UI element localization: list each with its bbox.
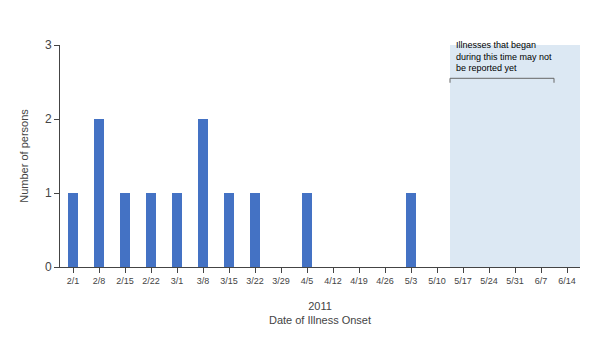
svg-text:1: 1 [45, 186, 52, 200]
svg-text:5/10: 5/10 [428, 276, 446, 286]
svg-text:3: 3 [45, 38, 52, 52]
svg-text:2: 2 [45, 112, 52, 126]
svg-text:2/15: 2/15 [116, 276, 134, 286]
svg-text:2011Date of Illness Onset: 2011Date of Illness Onset [269, 300, 371, 326]
svg-text:2/8: 2/8 [93, 276, 106, 286]
svg-text:6/7: 6/7 [535, 276, 548, 286]
svg-text:5/17: 5/17 [454, 276, 472, 286]
svg-text:3/15: 3/15 [220, 276, 238, 286]
svg-text:4/5: 4/5 [301, 276, 314, 286]
svg-text:5/24: 5/24 [480, 276, 498, 286]
svg-text:2/1: 2/1 [67, 276, 80, 286]
svg-text:Number of persons: Number of persons [18, 109, 30, 203]
svg-text:Illnesses that beganduring thi: Illnesses that beganduring this time may… [456, 40, 552, 73]
svg-text:4/19: 4/19 [350, 276, 368, 286]
svg-text:4/12: 4/12 [324, 276, 342, 286]
svg-text:5/31: 5/31 [506, 276, 524, 286]
svg-text:6/14: 6/14 [558, 276, 576, 286]
svg-text:2/22: 2/22 [142, 276, 160, 286]
svg-text:4/26: 4/26 [376, 276, 394, 286]
svg-text:5/3: 5/3 [405, 276, 418, 286]
svg-text:0: 0 [45, 260, 52, 274]
svg-text:3/1: 3/1 [171, 276, 184, 286]
svg-text:3/8: 3/8 [197, 276, 210, 286]
svg-text:3/29: 3/29 [272, 276, 290, 286]
svg-text:3/22: 3/22 [246, 276, 264, 286]
